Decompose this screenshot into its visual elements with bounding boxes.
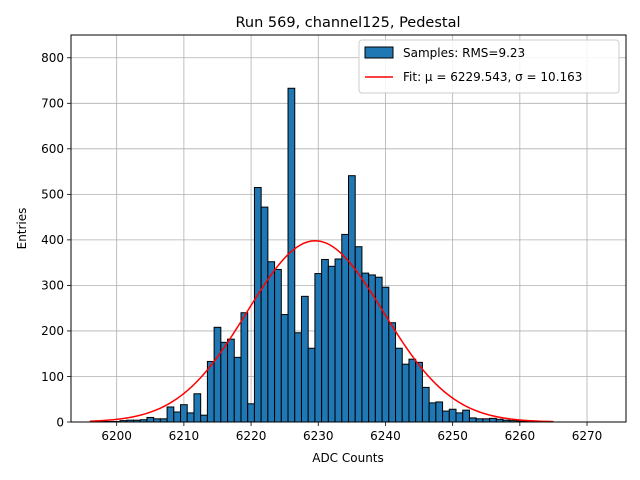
plot-frame [70,34,627,423]
histogram-bar [388,322,397,423]
histogram-bar [200,414,208,423]
histogram-bar [462,409,470,423]
histogram-bar [314,273,323,423]
histogram-bar [173,411,182,423]
y-axis-label: Entries [15,208,29,250]
histogram-bar [455,412,464,423]
y-tick-label: 200 [41,324,64,338]
y-tick-label: 300 [41,279,64,293]
histogram-bar [442,410,450,423]
x-tick-label: 6210 [169,429,200,443]
y-tick-label: 400 [41,233,64,247]
histogram-bar [408,358,417,423]
histogram-bar [274,268,282,423]
legend-fit-label: Fit: μ = 6229.543, σ = 10.163 [403,70,582,84]
histogram-bar [307,347,316,423]
histogram-bar [428,402,437,423]
histogram-bar [334,258,343,423]
histogram-bar [468,417,477,423]
histogram-bar [193,393,202,423]
histogram-bar [287,87,296,423]
histogram-bar [348,175,356,423]
histogram-bar [220,341,229,423]
histogram-bar [435,401,444,423]
histogram-bar [280,314,289,423]
histogram-bar [247,403,255,423]
x-tick-label: 6220 [236,429,267,443]
histogram-bar [489,417,497,423]
y-tick-label: 700 [41,97,64,111]
x-tick-label: 6240 [370,429,401,443]
histogram-bar [180,404,188,423]
histogram-bar [294,332,302,423]
legend: Samples: RMS=9.23 Fit: μ = 6229.543, σ =… [358,39,620,94]
histogram-bar [267,261,276,423]
chart-title: Run 569, channel125, Pedestal [235,15,460,31]
y-tick-label: 500 [41,188,64,202]
legend-bar-swatch [364,46,394,59]
y-axis-ticks: 0 100 200 300 400 500 600 700 800 [41,51,71,429]
x-axis-ticks: 6200 6210 6220 6230 6240 6250 6260 6270 [101,422,602,443]
histogram-bar [421,386,430,423]
y-tick-label: 0 [56,415,64,429]
histogram-bar [300,295,309,423]
histogram-bar [213,326,222,423]
x-tick-label: 6260 [505,429,536,443]
histogram-bar [341,233,350,423]
histogram-bar [327,265,336,423]
x-tick-label: 6250 [437,429,468,443]
histogram-bar [227,338,235,423]
histogram-bar [395,347,403,423]
y-tick-label: 100 [41,370,64,384]
histogram-bars [92,87,551,423]
legend-samples-label: Samples: RMS=9.23 [403,46,525,60]
histogram-bar [374,276,383,423]
histogram-bar [253,187,262,423]
histogram-bar [233,356,242,423]
fit-curve [89,240,554,423]
histogram-bar [361,272,370,423]
y-tick-label: 600 [41,142,64,156]
histogram-bar [166,406,175,423]
histogram-bar [415,361,423,423]
histogram-bar [381,286,390,423]
x-tick-label: 6270 [572,429,603,443]
histogram-bar [240,312,249,423]
y-tick-label: 800 [41,51,64,65]
histogram-bar [186,412,195,423]
histogram-bar [206,360,215,423]
histogram-bar [321,258,329,423]
histogram-bar [146,416,155,423]
x-tick-label: 6230 [303,429,334,443]
histogram-bar [448,408,457,423]
x-axis-label: ADC Counts [312,451,384,465]
x-tick-label: 6200 [101,429,132,443]
histogram-bar [260,206,269,423]
legend-box [358,39,620,94]
histogram-bar [401,363,410,423]
